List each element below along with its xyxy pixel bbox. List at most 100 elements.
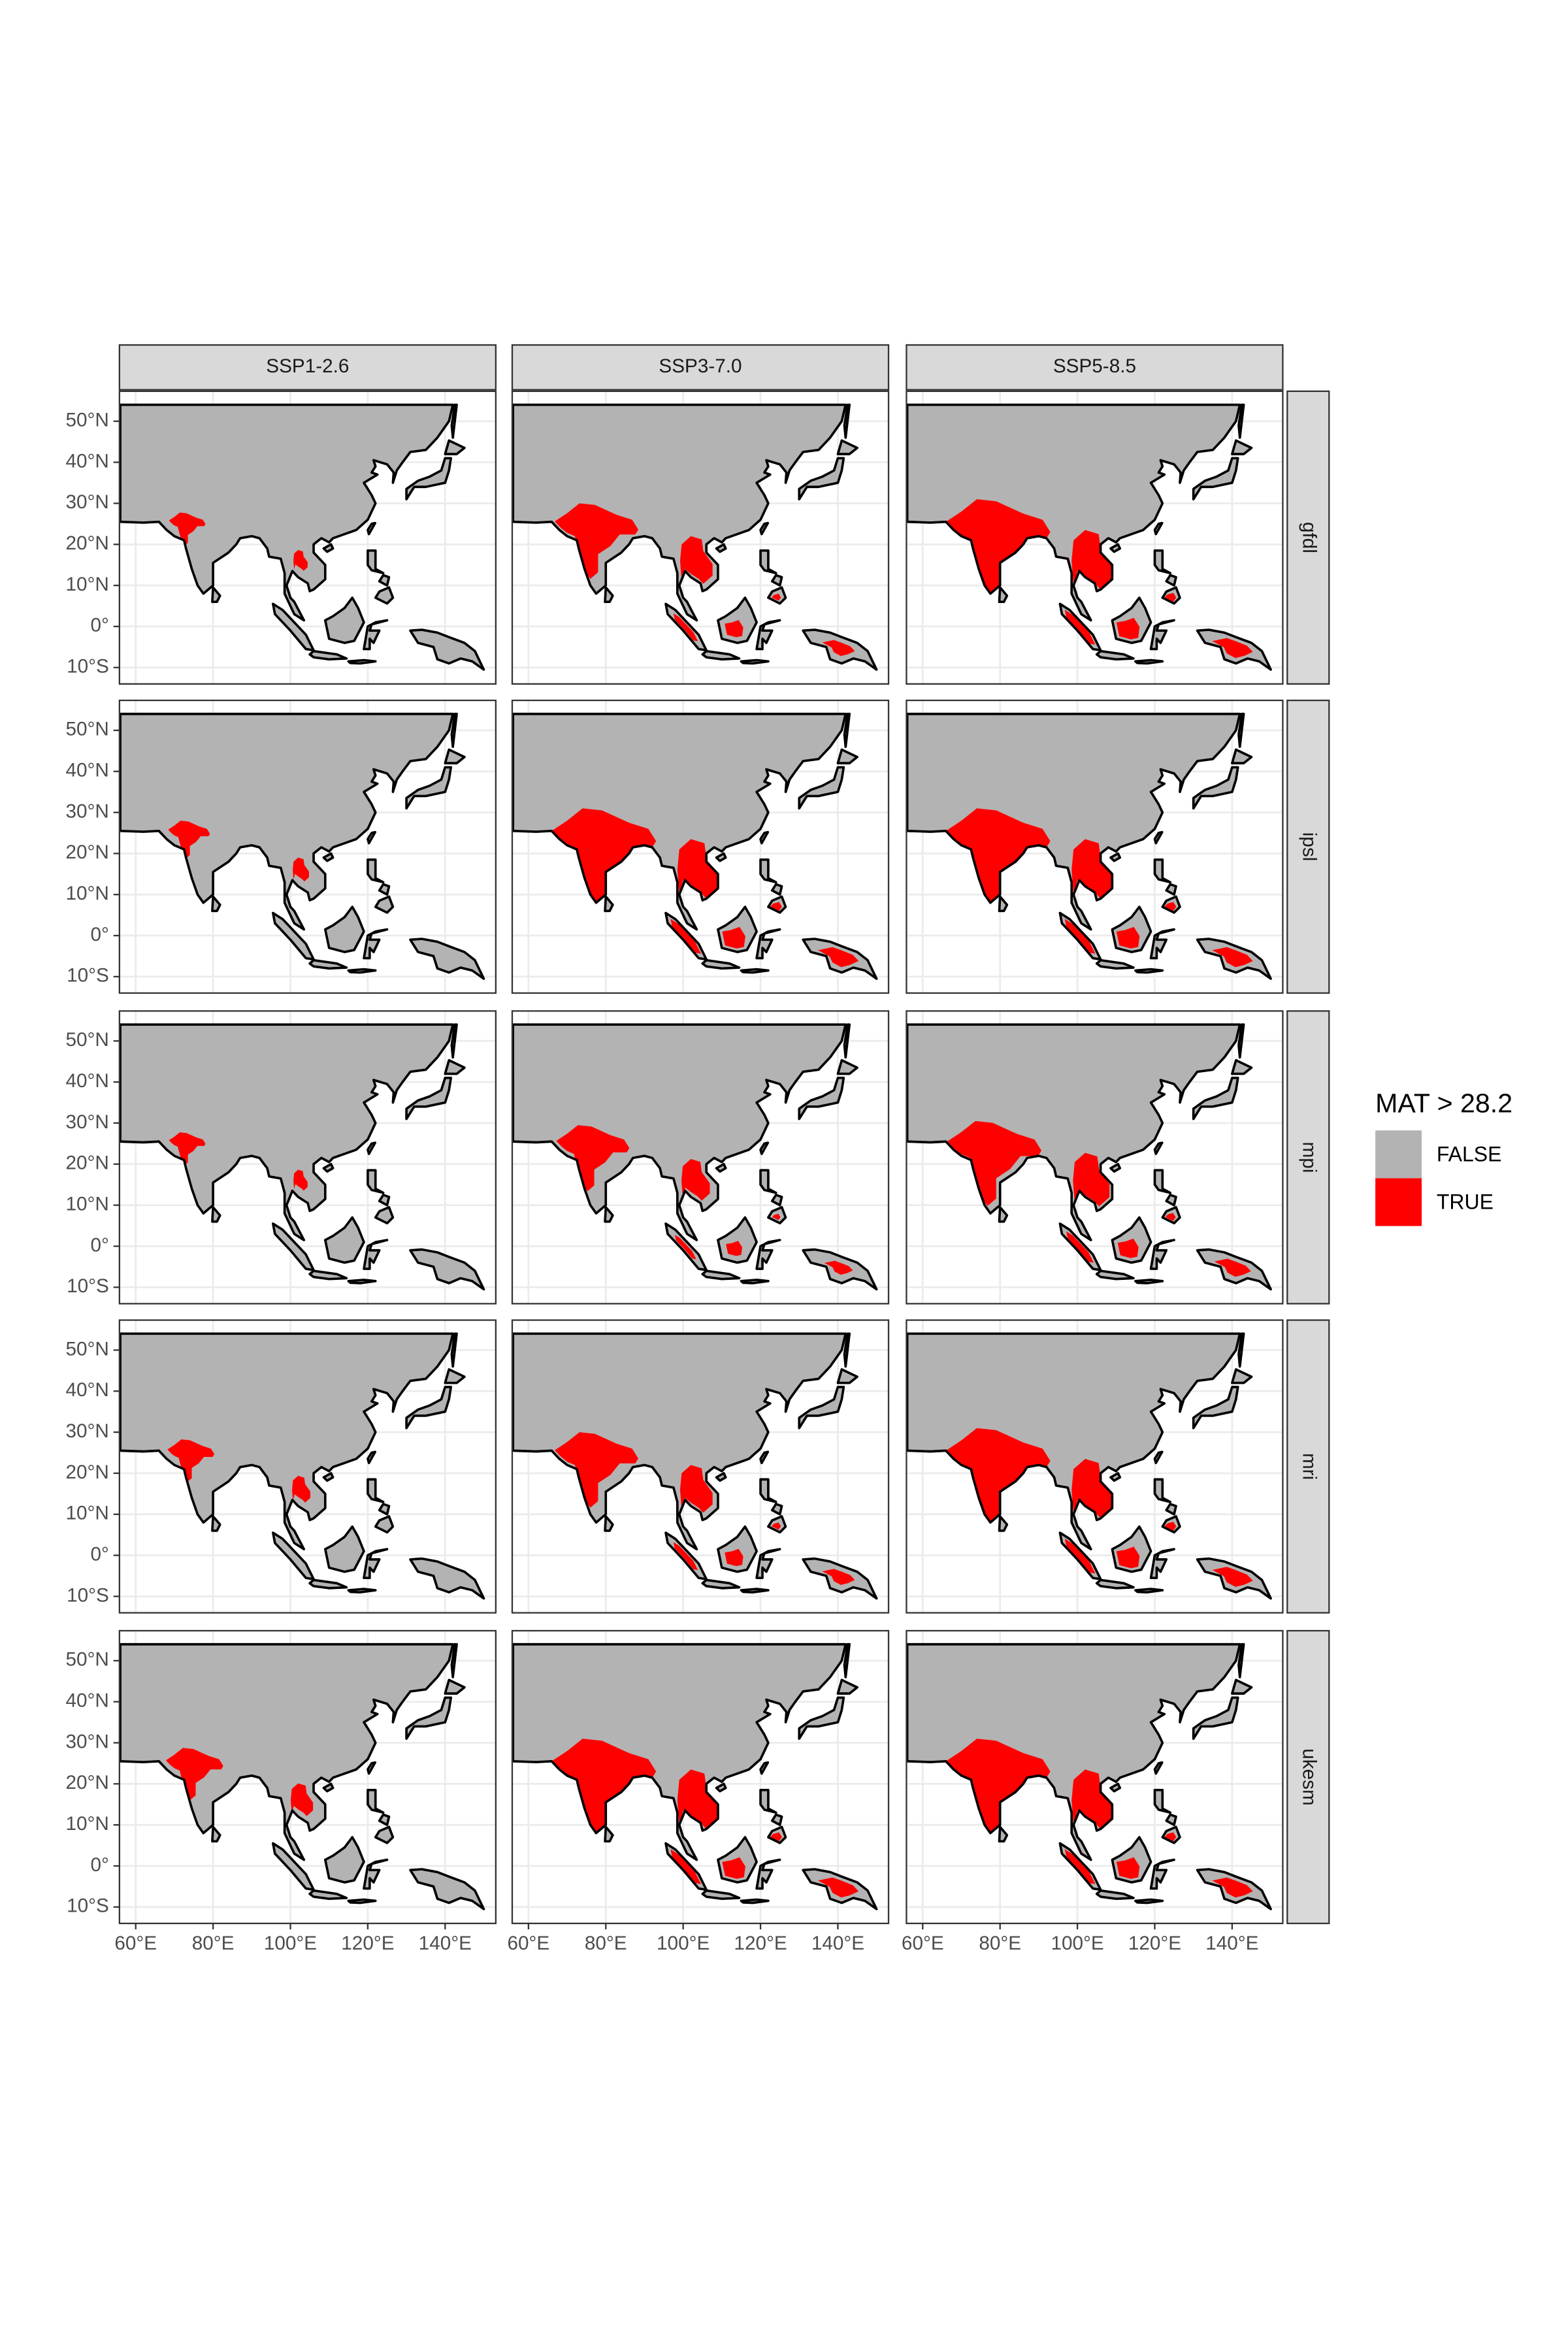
coastline xyxy=(347,1588,377,1593)
y-tick-label: 10°N xyxy=(65,883,108,904)
hot-area xyxy=(555,503,855,657)
coastline xyxy=(1095,1889,1135,1901)
coastline xyxy=(1111,1525,1152,1573)
hot-area xyxy=(551,1739,859,1898)
coastline xyxy=(1153,1788,1171,1814)
coastline xyxy=(1165,574,1177,587)
hot-region xyxy=(673,613,698,642)
coastline xyxy=(374,895,395,914)
land xyxy=(325,907,364,953)
coastline xyxy=(512,1332,847,1551)
map xyxy=(906,403,1272,671)
coastline xyxy=(998,895,1009,913)
coastline xyxy=(767,586,787,605)
coastline xyxy=(322,543,335,553)
hot-region xyxy=(1071,530,1113,590)
hot-region xyxy=(551,1739,657,1833)
coastline xyxy=(770,883,783,896)
hot-region xyxy=(1064,919,1096,954)
coastline xyxy=(322,1782,335,1793)
coastline xyxy=(717,596,758,644)
coastline xyxy=(843,1332,851,1368)
coastline xyxy=(1237,1023,1245,1059)
coastline xyxy=(409,629,485,671)
coastline xyxy=(363,619,389,651)
coastline xyxy=(378,1813,391,1827)
panel-border xyxy=(118,1629,497,1925)
land xyxy=(1193,767,1238,809)
coastline xyxy=(1196,1248,1272,1291)
row-strip-label: ukesm xyxy=(1298,1748,1320,1806)
land xyxy=(1193,1697,1238,1739)
hot-region xyxy=(1116,1546,1140,1569)
coastline xyxy=(759,1761,770,1775)
coastline xyxy=(211,586,221,604)
coastline xyxy=(759,1478,777,1503)
coastline xyxy=(444,1368,466,1384)
coastline xyxy=(1161,586,1181,605)
land xyxy=(120,1644,453,1860)
coastline xyxy=(1165,1813,1177,1827)
land xyxy=(272,1223,314,1270)
coastline xyxy=(512,712,847,931)
coastline xyxy=(450,403,458,439)
coastline xyxy=(770,1194,783,1207)
map xyxy=(906,1642,1272,1910)
x-tick-label: 100°E xyxy=(264,1933,317,1954)
hot-region xyxy=(945,499,1051,594)
y-tick-label: 30°N xyxy=(65,491,108,513)
coastline xyxy=(767,1825,787,1844)
row-strip xyxy=(1286,1010,1330,1305)
coastline xyxy=(347,659,377,665)
coastline xyxy=(323,596,365,644)
coastline xyxy=(717,1216,758,1264)
coastline xyxy=(1161,1205,1181,1225)
map xyxy=(119,1023,485,1291)
coastline xyxy=(843,1023,851,1059)
coastline xyxy=(1153,521,1164,536)
coastline xyxy=(767,1205,787,1225)
hot-region xyxy=(822,1569,855,1585)
coastline xyxy=(211,895,221,913)
panel: 60°E 80°E 100°E 120°E 140°E xyxy=(507,1629,890,1954)
land xyxy=(272,913,314,960)
hot-region xyxy=(1165,1213,1176,1221)
coastline xyxy=(450,1023,458,1059)
hot-region xyxy=(1164,1522,1177,1531)
coastline xyxy=(770,1503,783,1516)
legend-label: FALSE xyxy=(1437,1143,1502,1166)
panel-border xyxy=(906,1010,1284,1305)
coastline xyxy=(701,1889,741,1901)
coastline xyxy=(512,1023,847,1241)
panel xyxy=(906,1319,1284,1614)
map xyxy=(119,403,485,671)
coastline xyxy=(1134,1279,1164,1284)
panel xyxy=(906,699,1284,994)
x-tick-label: 100°E xyxy=(1051,1933,1103,1954)
coastline xyxy=(717,1836,758,1884)
coastline xyxy=(1058,1222,1102,1271)
panel-border xyxy=(118,699,497,994)
coastline xyxy=(798,766,845,810)
coastline xyxy=(323,1216,365,1264)
coastline xyxy=(715,543,727,553)
y-tick-label: 10°N xyxy=(65,1193,108,1215)
coastline xyxy=(374,586,395,605)
hot-region xyxy=(167,1439,215,1482)
coastline xyxy=(740,968,770,974)
coastline xyxy=(1161,1515,1181,1534)
coastline xyxy=(1095,958,1135,970)
x-tick-label: 100°E xyxy=(657,1933,710,1954)
coastline xyxy=(1237,1332,1245,1368)
coastline xyxy=(1165,883,1177,896)
coastline xyxy=(444,439,466,455)
coastline xyxy=(363,1548,389,1579)
land xyxy=(272,1533,314,1580)
map xyxy=(512,403,878,671)
hot-region xyxy=(772,1522,781,1530)
hot-region xyxy=(677,839,718,899)
land xyxy=(272,1843,314,1890)
coastline xyxy=(308,1578,348,1590)
coastline xyxy=(512,403,847,622)
hot-region xyxy=(770,902,782,911)
